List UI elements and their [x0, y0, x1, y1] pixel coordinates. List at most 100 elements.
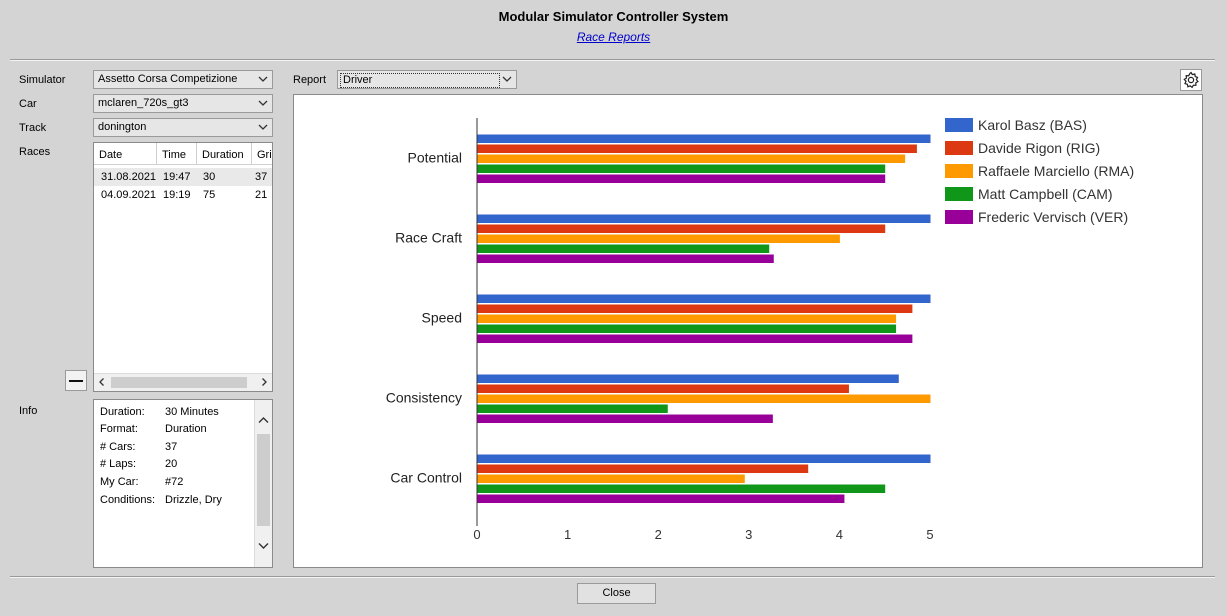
bar-1-2: [477, 214, 931, 223]
column-header-date[interactable]: Date: [94, 143, 157, 165]
bar-5-3: [477, 334, 913, 343]
bar-5-5: [477, 494, 845, 503]
column-header-time[interactable]: Time: [157, 143, 197, 165]
bar-1-5: [477, 454, 931, 463]
bar-5-1: [477, 174, 886, 183]
info-value: 20: [165, 458, 178, 470]
bar-3-2: [477, 234, 840, 243]
car-label: Car: [19, 98, 37, 110]
report-chart: Potential Race Craft Speed Consistency Car C…: [386, 117, 1134, 542]
legend-swatch: [945, 187, 973, 201]
x-tick-label: 4: [836, 527, 843, 542]
info-panel: Duration: 30 Minutes Format: Duration # Ca…: [93, 399, 273, 568]
bar-3-3: [477, 314, 897, 323]
bar-1-4: [477, 374, 899, 383]
window-title: Modular Simulator Controller System: [498, 9, 729, 24]
bar-4-5: [477, 484, 886, 493]
chevron-left-icon[interactable]: [97, 377, 107, 387]
gear-icon: [1183, 71, 1199, 89]
car-select[interactable]: mclaren_720s_gt3: [93, 94, 273, 113]
legend-swatch: [945, 141, 973, 155]
bar-4-1: [477, 164, 886, 173]
car-select-value: mclaren_720s_gt3: [98, 97, 189, 109]
race-time: 19:19: [163, 189, 191, 201]
races-list[interactable]: Date Time Duration Grid 31.08.2021 19:47…: [93, 142, 273, 392]
bar-3-5: [477, 474, 745, 483]
info-row: My Car: #72: [100, 476, 183, 488]
table-row[interactable]: [94, 168, 272, 186]
category-label: Consistency: [386, 390, 462, 406]
race-reports-link[interactable]: Race Reports: [576, 30, 651, 44]
track-select[interactable]: donington: [93, 118, 273, 137]
legend-label: Frederic Vervisch (VER): [978, 209, 1128, 225]
bar-4-2: [477, 244, 770, 253]
footer-divider: [10, 576, 1215, 578]
chevron-down-icon: [258, 124, 268, 130]
info-row: # Cars: 37: [100, 441, 177, 453]
scrollbar-thumb[interactable]: [111, 377, 247, 388]
race-time: 19:47: [163, 171, 191, 183]
bar-5-2: [477, 254, 774, 263]
bar-4-3: [477, 324, 897, 333]
bar-3-4: [477, 394, 931, 403]
legend-label: Matt Campbell (CAM): [978, 186, 1113, 202]
category-label: Speed: [422, 310, 462, 326]
settings-button[interactable]: [1180, 69, 1202, 91]
races-horizontal-scrollbar[interactable]: [94, 373, 272, 391]
chevron-down-icon[interactable]: [257, 539, 270, 552]
simulator-select[interactable]: Assetto Corsa Competizione: [93, 70, 273, 89]
category-label: Race Craft: [395, 230, 462, 246]
bar-2-3: [477, 304, 913, 313]
race-date: 31.08.2021: [101, 171, 157, 183]
header-divider: [10, 59, 1215, 61]
race-reports-link-wrap: Race Reports: [0, 30, 1227, 44]
race-duration: 75: [203, 189, 216, 201]
category-label: Car Control: [390, 470, 462, 486]
chevron-right-icon[interactable]: [259, 377, 269, 387]
bar-1-1: [477, 134, 931, 143]
legend-swatch: [945, 164, 973, 178]
bar-2-2: [477, 224, 886, 233]
bar-5-4: [477, 414, 773, 423]
bar-2-5: [477, 464, 809, 473]
race-duration: 30: [203, 171, 216, 183]
race-date: 04.09.2021: [101, 189, 157, 201]
info-row: Conditions: Drizzle, Dry: [100, 494, 222, 506]
legend-label: Raffaele Marciello (RMA): [978, 163, 1134, 179]
info-key: # Laps:: [100, 458, 137, 470]
info-vertical-scrollbar[interactable]: [254, 400, 272, 567]
bar-4-4: [477, 404, 668, 413]
scrollbar-thumb[interactable]: [257, 434, 270, 526]
bar-2-4: [477, 384, 849, 393]
info-key: Format:: [100, 423, 138, 435]
chevron-down-icon: [258, 76, 268, 82]
x-tick-label: 0: [473, 527, 480, 542]
track-select-value: donington: [98, 121, 147, 133]
report-select-value: Driver: [340, 73, 500, 88]
remove-race-button[interactable]: [65, 370, 87, 391]
category-label: Potential: [408, 150, 462, 166]
info-key: Duration:: [100, 406, 145, 418]
info-label: Info: [19, 405, 38, 417]
legend-label: Davide Rigon (RIG): [978, 140, 1100, 156]
bar-2-1: [477, 144, 917, 153]
chevron-down-icon: [502, 76, 512, 82]
legend-label: Karol Basz (BAS): [978, 117, 1087, 133]
races-label: Races: [19, 146, 51, 158]
report-select[interactable]: Driver: [337, 70, 517, 89]
chevron-up-icon[interactable]: [257, 414, 270, 427]
info-value: Duration: [165, 423, 207, 435]
bar-1-3: [477, 294, 931, 303]
info-value: #72: [165, 476, 184, 488]
info-row: # Laps: 20: [100, 458, 177, 470]
close-button[interactable]: Close: [577, 583, 656, 604]
minus-icon: [69, 380, 83, 382]
x-tick-label: 2: [655, 527, 662, 542]
x-tick-label: 3: [745, 527, 752, 542]
info-value: Drizzle, Dry: [165, 494, 222, 506]
column-header-duration[interactable]: Duration: [197, 143, 252, 165]
report-chart-panel: Potential Race Craft Speed Consistency Car C…: [293, 94, 1203, 568]
race-grid: 37: [255, 171, 268, 183]
column-header-grid[interactable]: Grid: [252, 143, 272, 165]
legend-swatch: [945, 118, 973, 132]
